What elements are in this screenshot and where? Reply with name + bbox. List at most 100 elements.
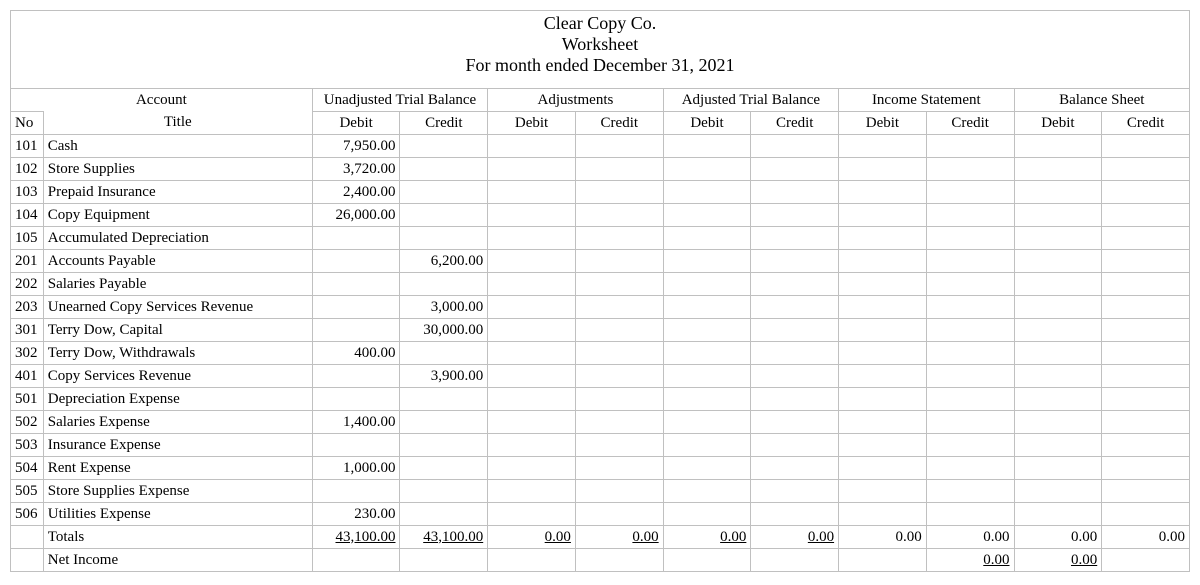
cell-bs_c bbox=[1102, 457, 1190, 480]
col-is-debit: Debit bbox=[839, 112, 927, 135]
cell-adj_d bbox=[488, 181, 576, 204]
cell-title: Copy Equipment bbox=[43, 204, 312, 227]
cell-is_c bbox=[926, 388, 1014, 411]
cell-utb_c bbox=[400, 480, 488, 503]
cell-is_d bbox=[839, 227, 927, 250]
cell-bs_d bbox=[1014, 273, 1102, 296]
cell-atb_d bbox=[663, 480, 751, 503]
ni-utb-c bbox=[400, 549, 488, 572]
cell-utb_d bbox=[312, 388, 400, 411]
cell-title: Store Supplies bbox=[43, 158, 312, 181]
totals-bs-d: 0.00 bbox=[1014, 526, 1102, 549]
cell-bs_d bbox=[1014, 135, 1102, 158]
cell-atb_d bbox=[663, 250, 751, 273]
cell-bs_c bbox=[1102, 434, 1190, 457]
cell-bs_d bbox=[1014, 296, 1102, 319]
table-row: 401Copy Services Revenue3,900.00 bbox=[11, 365, 1190, 388]
cell-atb_d bbox=[663, 365, 751, 388]
cell-is_d bbox=[839, 342, 927, 365]
cell-adj_c bbox=[575, 411, 663, 434]
header-row-sub: No Title Debit Credit Debit Credit Debit… bbox=[11, 112, 1190, 135]
cell-adj_d bbox=[488, 135, 576, 158]
cell-title: Terry Dow, Capital bbox=[43, 319, 312, 342]
cell-utb_c bbox=[400, 503, 488, 526]
table-row: 302Terry Dow, Withdrawals400.00 bbox=[11, 342, 1190, 365]
spacer-row bbox=[11, 78, 1190, 89]
cell-no: 506 bbox=[11, 503, 44, 526]
cell-atb_c bbox=[751, 158, 839, 181]
cell-is_d bbox=[839, 250, 927, 273]
cell-bs_c bbox=[1102, 296, 1190, 319]
totals-adj-d: 0.00 bbox=[488, 526, 576, 549]
cell-utb_c: 3,900.00 bbox=[400, 365, 488, 388]
cell-bs_d bbox=[1014, 434, 1102, 457]
cell-utb_c: 3,000.00 bbox=[400, 296, 488, 319]
cell-no: 501 bbox=[11, 388, 44, 411]
cell-no: 503 bbox=[11, 434, 44, 457]
cell-adj_c bbox=[575, 135, 663, 158]
cell-adj_c bbox=[575, 273, 663, 296]
cell-title: Store Supplies Expense bbox=[43, 480, 312, 503]
cell-adj_c bbox=[575, 227, 663, 250]
table-row: 502Salaries Expense1,400.00 bbox=[11, 411, 1190, 434]
period-line: For month ended December 31, 2021 bbox=[11, 55, 1189, 76]
cell-bs_c bbox=[1102, 411, 1190, 434]
totals-is-c: 0.00 bbox=[926, 526, 1014, 549]
cell-no: 101 bbox=[11, 135, 44, 158]
cell-no: 201 bbox=[11, 250, 44, 273]
cell-utb_c bbox=[400, 158, 488, 181]
cell-no: 104 bbox=[11, 204, 44, 227]
cell-adj_d bbox=[488, 319, 576, 342]
cell-bs_d bbox=[1014, 319, 1102, 342]
cell-utb_d bbox=[312, 273, 400, 296]
cell-is_d bbox=[839, 388, 927, 411]
ni-bs-c bbox=[1102, 549, 1190, 572]
cell-adj_d bbox=[488, 434, 576, 457]
cell-title: Accounts Payable bbox=[43, 250, 312, 273]
table-row: 104Copy Equipment26,000.00 bbox=[11, 204, 1190, 227]
cell-bs_d bbox=[1014, 204, 1102, 227]
cell-adj_c bbox=[575, 319, 663, 342]
table-row: 503Insurance Expense bbox=[11, 434, 1190, 457]
company-name: Clear Copy Co. bbox=[11, 13, 1189, 34]
cell-title: Insurance Expense bbox=[43, 434, 312, 457]
cell-atb_d bbox=[663, 388, 751, 411]
cell-is_c bbox=[926, 250, 1014, 273]
cell-adj_c bbox=[575, 503, 663, 526]
cell-utb_c bbox=[400, 457, 488, 480]
worksheet-container: Clear Copy Co. Worksheet For month ended… bbox=[10, 10, 1190, 572]
cell-no: 202 bbox=[11, 273, 44, 296]
cell-utb_c bbox=[400, 434, 488, 457]
ni-utb-d bbox=[312, 549, 400, 572]
totals-utb-c: 43,100.00 bbox=[400, 526, 488, 549]
cell-no: 502 bbox=[11, 411, 44, 434]
cell-utb_d: 7,950.00 bbox=[312, 135, 400, 158]
cell-atb_c bbox=[751, 250, 839, 273]
cell-bs_c bbox=[1102, 365, 1190, 388]
cell-adj_c bbox=[575, 158, 663, 181]
cell-bs_d bbox=[1014, 503, 1102, 526]
cell-utb_d: 26,000.00 bbox=[312, 204, 400, 227]
cell-title: Prepaid Insurance bbox=[43, 181, 312, 204]
cell-no: 103 bbox=[11, 181, 44, 204]
cell-adj_d bbox=[488, 365, 576, 388]
col-bs-debit: Debit bbox=[1014, 112, 1102, 135]
cell-is_c bbox=[926, 319, 1014, 342]
cell-adj_d bbox=[488, 158, 576, 181]
cell-adj_d bbox=[488, 204, 576, 227]
cell-title: Unearned Copy Services Revenue bbox=[43, 296, 312, 319]
cell-utb_d bbox=[312, 227, 400, 250]
table-row: 506Utilities Expense230.00 bbox=[11, 503, 1190, 526]
cell-utb_c bbox=[400, 388, 488, 411]
cell-bs_c bbox=[1102, 319, 1190, 342]
header-row-groups: Account Unadjusted Trial Balance Adjustm… bbox=[11, 89, 1190, 112]
cell-atb_c bbox=[751, 204, 839, 227]
cell-bs_c bbox=[1102, 273, 1190, 296]
cell-utb_c bbox=[400, 342, 488, 365]
cell-atb_d bbox=[663, 135, 751, 158]
cell-utb_d: 230.00 bbox=[312, 503, 400, 526]
cell-atb_d bbox=[663, 457, 751, 480]
table-row: 105Accumulated Depreciation bbox=[11, 227, 1190, 250]
totals-utb-d: 43,100.00 bbox=[312, 526, 400, 549]
cell-is_d bbox=[839, 503, 927, 526]
